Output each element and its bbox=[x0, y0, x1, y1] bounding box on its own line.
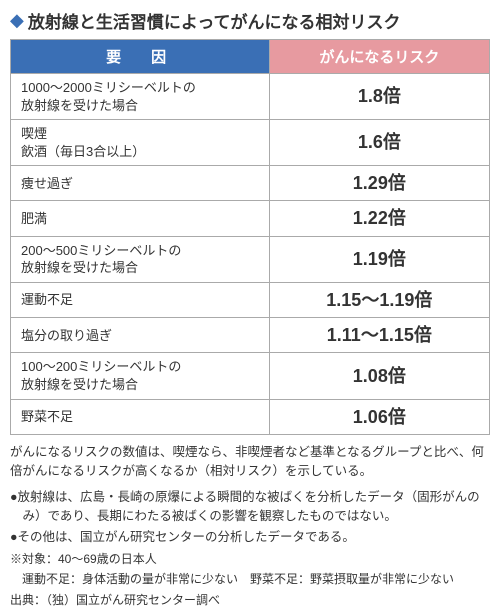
table-row: 100〜200ミリシーベルトの放射線を受けた場合1.08倍 bbox=[11, 353, 490, 399]
note-lead: がんになるリスクの数値は、喫煙なら、非喫煙者など基準となるグループと比べ、何倍が… bbox=[10, 443, 490, 482]
cell-factor: 1000〜2000ミリシーベルトの放射線を受けた場合 bbox=[11, 74, 270, 120]
cell-factor: 200〜500ミリシーベルトの放射線を受けた場合 bbox=[11, 236, 270, 282]
cell-factor: 痩せ過ぎ bbox=[11, 166, 270, 201]
cell-risk: 1.19倍 bbox=[269, 236, 489, 282]
table-row: 塩分の取り過ぎ1.11〜1.15倍 bbox=[11, 318, 490, 353]
note-bullet-2: ●その他は、国立がん研究センターの分析したデータである。 bbox=[10, 528, 490, 547]
risk-table: 要 因 がんになるリスク 1000〜2000ミリシーベルトの放射線を受けた場合1… bbox=[10, 39, 490, 435]
cell-factor: 野菜不足 bbox=[11, 399, 270, 434]
col-header-risk: がんになるリスク bbox=[269, 40, 489, 74]
table-row: 1000〜2000ミリシーベルトの放射線を受けた場合1.8倍 bbox=[11, 74, 490, 120]
table-row: 運動不足1.15〜1.19倍 bbox=[11, 282, 490, 317]
cell-risk: 1.29倍 bbox=[269, 166, 489, 201]
cell-risk: 1.06倍 bbox=[269, 399, 489, 434]
cell-risk: 1.22倍 bbox=[269, 201, 489, 236]
note-source: 出典：（独）国立がん研究センター調べ bbox=[10, 591, 490, 610]
table-body: 1000〜2000ミリシーベルトの放射線を受けた場合1.8倍喫煙飲酒（毎日3合以… bbox=[11, 74, 490, 435]
col-header-factor: 要 因 bbox=[11, 40, 270, 74]
cell-risk: 1.6倍 bbox=[269, 120, 489, 166]
title-row: ◆ 放射線と生活習慣によってがんになる相対リスク bbox=[10, 8, 490, 33]
page-title: 放射線と生活習慣によってがんになる相対リスク bbox=[28, 8, 401, 33]
notes: がんになるリスクの数値は、喫煙なら、非喫煙者など基準となるグループと比べ、何倍が… bbox=[10, 443, 490, 610]
cell-risk: 1.8倍 bbox=[269, 74, 489, 120]
cell-factor: 喫煙飲酒（毎日3合以上） bbox=[11, 120, 270, 166]
table-row: 喫煙飲酒（毎日3合以上）1.6倍 bbox=[11, 120, 490, 166]
note-bullet-1: ●放射線は、広島・長崎の原爆による瞬間的な被ばくを分析したデータ（固形がんのみ）… bbox=[10, 488, 490, 527]
cell-factor: 運動不足 bbox=[11, 282, 270, 317]
cell-factor: 100〜200ミリシーベルトの放射線を受けた場合 bbox=[11, 353, 270, 399]
table-row: 肥満1.22倍 bbox=[11, 201, 490, 236]
cell-risk: 1.08倍 bbox=[269, 353, 489, 399]
cell-risk: 1.11〜1.15倍 bbox=[269, 318, 489, 353]
table-row: 野菜不足1.06倍 bbox=[11, 399, 490, 434]
diamond-icon: ◆ bbox=[10, 10, 24, 31]
note-defs: 運動不足：身体活動の量が非常に少ない 野菜不足：野菜摂取量が非常に少ない bbox=[10, 570, 490, 589]
cell-factor: 肥満 bbox=[11, 201, 270, 236]
table-row: 200〜500ミリシーベルトの放射線を受けた場合1.19倍 bbox=[11, 236, 490, 282]
note-target: ※対象：40〜69歳の日本人 bbox=[10, 550, 490, 569]
cell-factor: 塩分の取り過ぎ bbox=[11, 318, 270, 353]
cell-risk: 1.15〜1.19倍 bbox=[269, 282, 489, 317]
table-row: 痩せ過ぎ1.29倍 bbox=[11, 166, 490, 201]
